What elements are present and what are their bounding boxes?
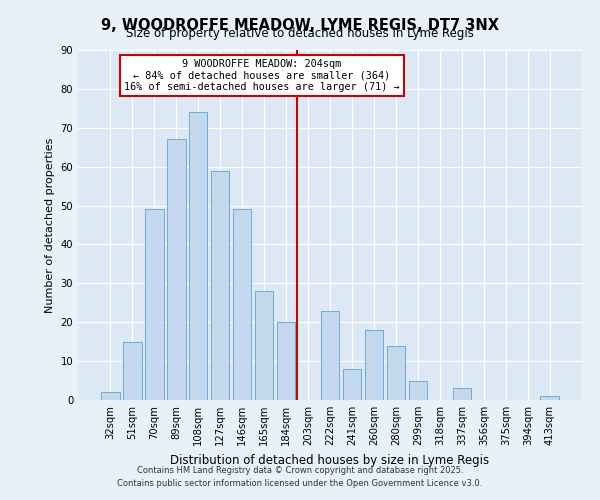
Bar xyxy=(452,388,471,400)
Bar xyxy=(277,322,295,400)
Bar xyxy=(255,291,274,400)
Text: 9 WOODROFFE MEADOW: 204sqm
← 84% of detached houses are smaller (364)
16% of sem: 9 WOODROFFE MEADOW: 204sqm ← 84% of deta… xyxy=(124,59,400,92)
Bar xyxy=(145,210,164,400)
Bar xyxy=(541,396,559,400)
Bar xyxy=(365,330,383,400)
Text: Contains HM Land Registry data © Crown copyright and database right 2025.
Contai: Contains HM Land Registry data © Crown c… xyxy=(118,466,482,487)
Bar xyxy=(167,140,185,400)
Text: 9, WOODROFFE MEADOW, LYME REGIS, DT7 3NX: 9, WOODROFFE MEADOW, LYME REGIS, DT7 3NX xyxy=(101,18,499,32)
Text: Size of property relative to detached houses in Lyme Regis: Size of property relative to detached ho… xyxy=(126,28,474,40)
Y-axis label: Number of detached properties: Number of detached properties xyxy=(45,138,55,312)
Bar xyxy=(101,392,119,400)
Bar xyxy=(123,342,142,400)
Bar xyxy=(189,112,208,400)
Bar xyxy=(386,346,405,400)
Bar xyxy=(320,310,340,400)
Bar xyxy=(409,380,427,400)
Bar xyxy=(343,369,361,400)
Bar xyxy=(233,210,251,400)
X-axis label: Distribution of detached houses by size in Lyme Regis: Distribution of detached houses by size … xyxy=(170,454,490,466)
Bar xyxy=(211,170,229,400)
